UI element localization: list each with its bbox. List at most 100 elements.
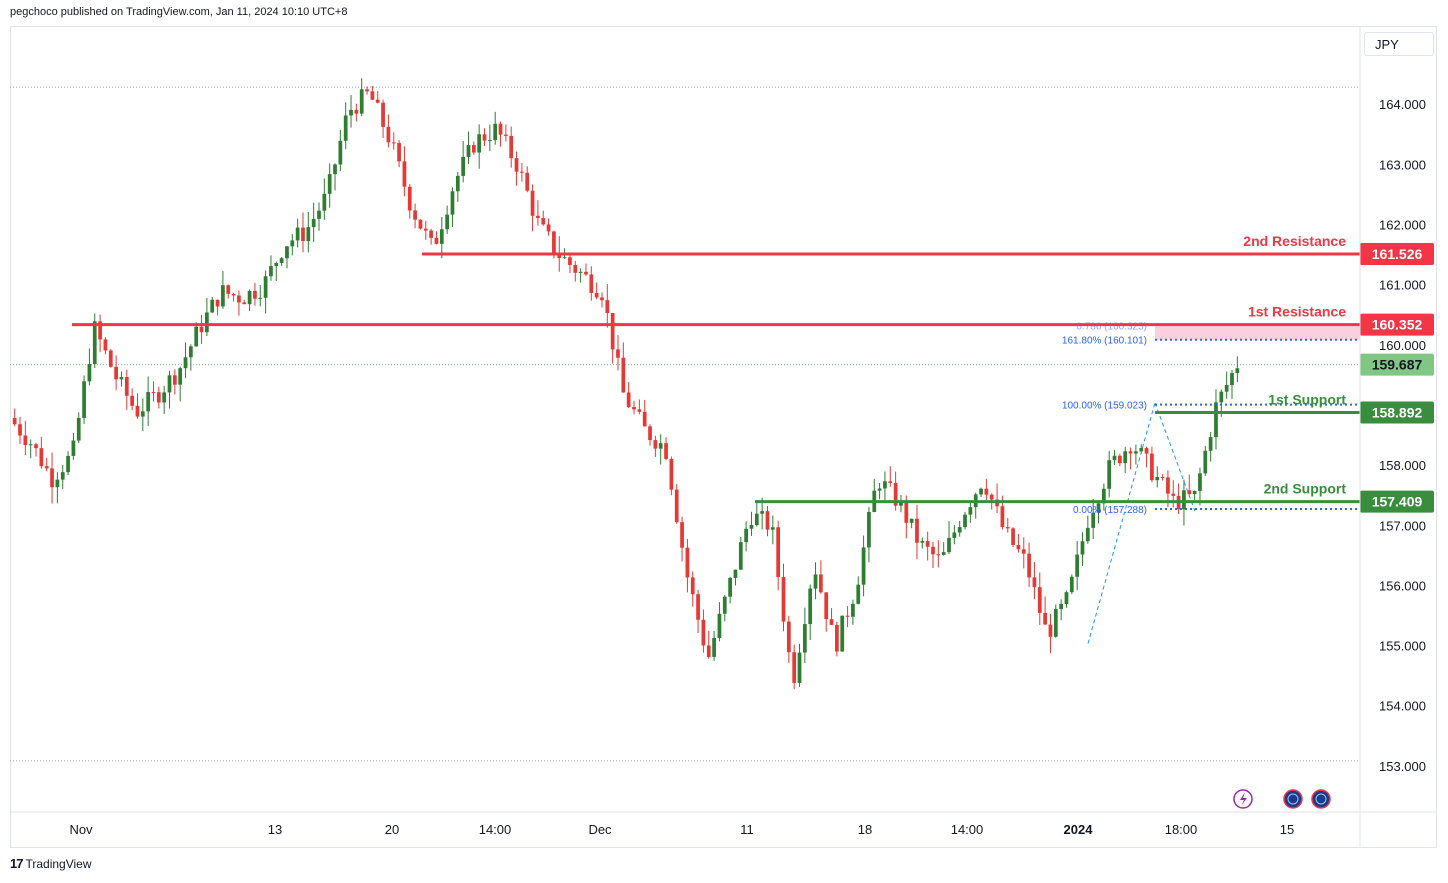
candle-body [402, 161, 407, 187]
publisher-header: pegchoco published on TradingView.com, J… [10, 6, 348, 18]
candle-body [354, 109, 359, 114]
candle-body [648, 426, 652, 441]
brand-label: TradingView [25, 856, 92, 871]
candle-body [487, 140, 492, 142]
candle-body [626, 392, 631, 408]
candle-body [76, 417, 81, 441]
candle-body [552, 231, 556, 253]
candle-body [1043, 612, 1047, 625]
candle-body [867, 512, 871, 548]
last-price-tag [1360, 353, 1434, 376]
candle-body [738, 542, 743, 570]
candle-body [829, 619, 834, 625]
candle-body [418, 219, 423, 229]
candle-body [1048, 624, 1053, 637]
candle-body [888, 481, 893, 483]
time-tick-label: Nov [69, 822, 93, 837]
fib-trend-line [1087, 402, 1156, 644]
candle-body [306, 227, 311, 242]
candle-body [915, 518, 919, 543]
time-tick-label: 14:00 [479, 822, 512, 837]
candle-body [461, 156, 466, 176]
price-tick-label: 157.000 [1379, 518, 1426, 533]
candle-body [744, 528, 748, 543]
candle-body [167, 375, 172, 393]
candle-body [1016, 544, 1021, 550]
candle-body [338, 140, 343, 165]
candle-body [183, 357, 188, 369]
lightning-icon[interactable] [1233, 789, 1253, 809]
candle-body [840, 615, 845, 652]
price-tick-label: 163.000 [1379, 157, 1426, 172]
candle-body [1080, 541, 1085, 555]
candle-body [765, 511, 770, 530]
candle-body [119, 376, 124, 380]
candle-body [477, 134, 482, 153]
price-tick-label: 158.000 [1379, 458, 1426, 473]
candle-body [877, 488, 882, 491]
event-flag-icon[interactable] [1311, 789, 1331, 809]
candle-body [439, 229, 444, 244]
candle-body [1032, 577, 1037, 588]
candle-body [514, 158, 519, 172]
candle-body [696, 594, 700, 620]
candle-body [221, 285, 225, 307]
candle-body [728, 577, 732, 597]
candle-body [674, 489, 679, 523]
candle-body [210, 299, 215, 313]
candle-body [1011, 528, 1015, 545]
candle-body [162, 392, 167, 403]
candle-body [1053, 608, 1058, 637]
currency-selector[interactable]: JPY [1364, 32, 1434, 56]
candle-body [194, 326, 199, 347]
chart-frame [10, 26, 1437, 848]
candle-body [802, 624, 807, 653]
price-tick-label: 162.000 [1379, 218, 1426, 233]
candle-body [375, 99, 380, 103]
event-flag-icon[interactable] [1283, 789, 1303, 809]
candle-body [797, 652, 802, 683]
candle-body [642, 411, 647, 427]
candle-body [525, 172, 530, 191]
chart-icons[interactable] [1233, 789, 1331, 809]
candle-body [1123, 451, 1128, 464]
level-price-label: 158.892 [1372, 404, 1423, 420]
candle-body [722, 596, 727, 614]
candle-body [509, 135, 514, 159]
candle-body [188, 346, 193, 358]
candle-body [108, 350, 113, 367]
candle-body [1224, 384, 1229, 392]
price-tick-label: 161.000 [1379, 278, 1426, 293]
time-tick-label: 11 [740, 822, 754, 837]
candle-body [1037, 587, 1042, 613]
candle-body [968, 507, 973, 515]
candle-body [637, 409, 642, 412]
candle-body [1198, 473, 1202, 491]
candle-body [1101, 488, 1106, 504]
fib-level-label: 161.80% (160.101) [1062, 336, 1147, 347]
candle-body [621, 357, 626, 393]
candle-body [386, 126, 391, 143]
candle-body [1075, 554, 1080, 577]
candle-body [658, 443, 663, 449]
candle-body [749, 525, 754, 529]
candle-body [760, 511, 765, 514]
candle-body [44, 466, 49, 469]
tradingview-brand[interactable]: 17 TradingView [10, 856, 92, 871]
range-lines [10, 86, 1360, 762]
candle-body [66, 455, 70, 473]
level-price-label: 160.352 [1372, 317, 1423, 333]
candle-body [285, 246, 289, 259]
candle-body [1214, 402, 1218, 438]
candle-body [455, 175, 460, 192]
candle-body [178, 368, 183, 385]
fib-level-label: 0.00% (157.288) [1073, 505, 1147, 516]
candle-body [690, 577, 695, 595]
candle-body [947, 537, 951, 553]
candle-body [669, 458, 674, 490]
candle-body [253, 290, 257, 299]
candle-body [504, 134, 508, 136]
candle-body [893, 482, 898, 506]
candle-body [327, 174, 332, 194]
